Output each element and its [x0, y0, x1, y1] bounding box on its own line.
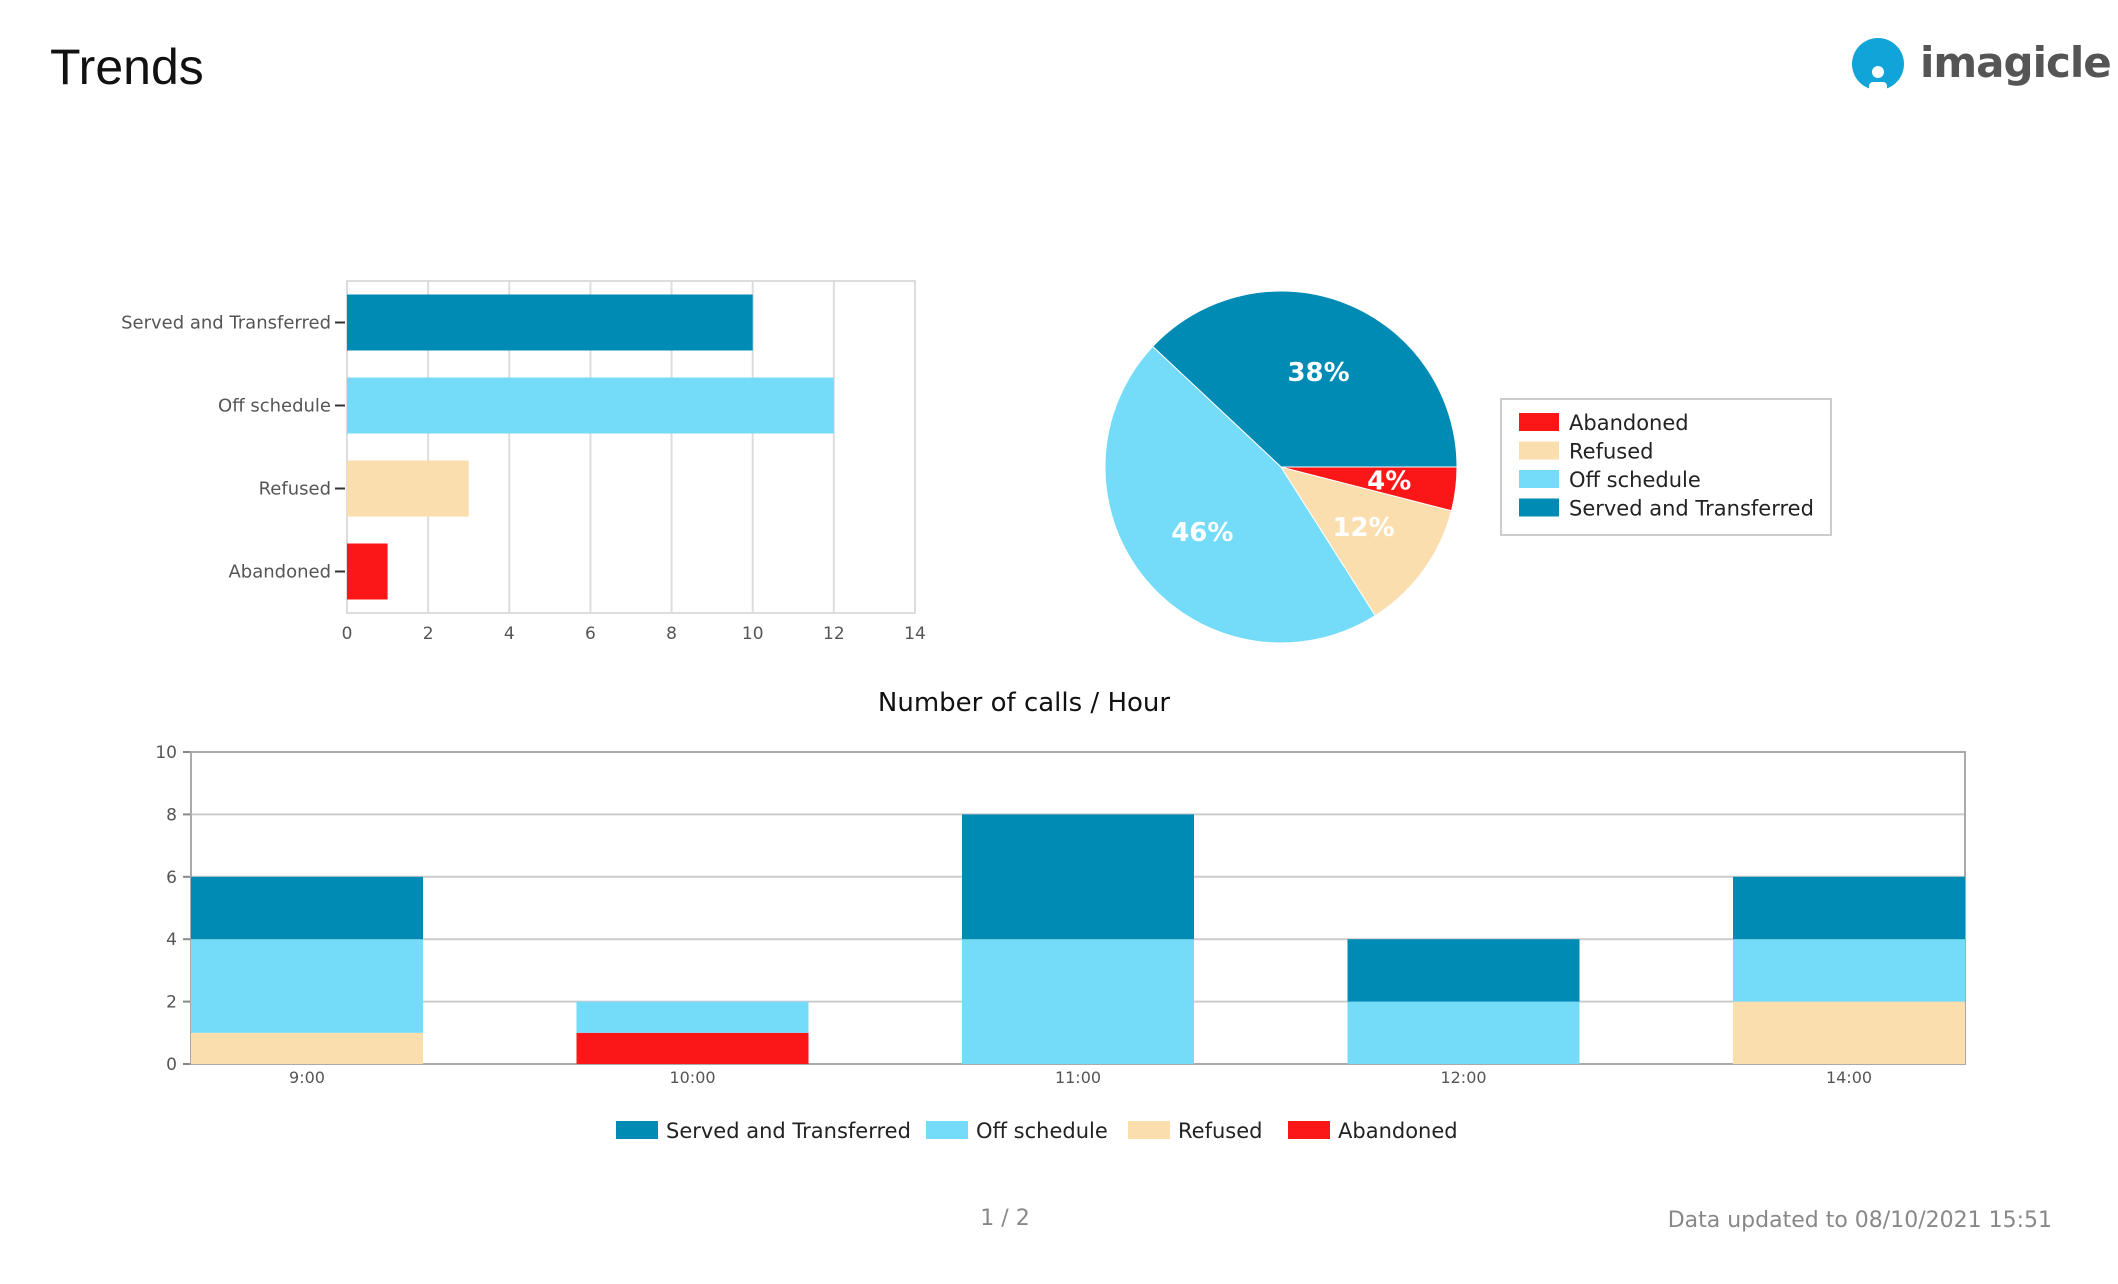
x-tick-label: 11:00 — [1055, 1068, 1101, 1087]
bar-segment-off-schedule — [576, 1001, 809, 1033]
bar-segment-off-schedule — [1347, 1001, 1580, 1064]
x-tick-label: 2 — [423, 624, 434, 644]
legend-label: Abandoned — [1569, 411, 1689, 435]
pie-label: 46% — [1171, 518, 1233, 548]
bar-segment-served-and-transferred — [191, 876, 423, 940]
legend-label: Off schedule — [976, 1119, 1108, 1143]
x-tick-label: 10 — [742, 624, 764, 644]
x-tick-label: 10:00 — [669, 1068, 715, 1087]
legend-swatch — [1519, 413, 1559, 431]
x-tick-label: 12:00 — [1440, 1068, 1486, 1087]
x-tick-label: 12 — [823, 624, 845, 644]
bar-segment-off-schedule — [962, 939, 1194, 1064]
logo-person-icon — [1852, 38, 1904, 92]
y-tick-label: Off schedule — [218, 396, 331, 417]
page-indicator: 1 / 2 — [980, 1206, 1030, 1231]
logo-text: imagicle — [1920, 38, 2112, 87]
legend-swatch — [1519, 470, 1559, 488]
pie-slice-served-and-transferred — [1151, 290, 1458, 468]
bar-segment-abandoned — [576, 1032, 809, 1064]
bar-segment-off-schedule — [1733, 939, 1965, 1002]
y-tick-label: Refused — [259, 479, 331, 500]
legend-label: Served and Transferred — [1569, 497, 1814, 521]
y-tick-label: 6 — [166, 868, 177, 888]
y-tick-label: 10 — [155, 743, 177, 763]
stacked-bar-chart: Number of calls / Hour 0 2 4 6 8 10 9:00 10:00 11… — [155, 688, 1966, 1143]
legend-swatch — [1128, 1121, 1170, 1139]
legend-swatch — [1519, 441, 1559, 460]
data-updated-text: Data updated to 08/10/2021 15:51 — [1667, 1208, 2052, 1233]
legend-label: Abandoned — [1338, 1119, 1458, 1143]
x-tick-label: 4 — [504, 624, 515, 644]
y-tick-label: 8 — [166, 805, 177, 825]
bar-segment-served-and-transferred — [962, 814, 1194, 940]
pie-slice-abandoned — [1280, 466, 1458, 512]
x-tick-label: 0 — [342, 624, 353, 644]
bar-refused — [347, 460, 469, 517]
legend-swatch — [616, 1121, 658, 1139]
x-tick-label: 9:00 — [289, 1068, 325, 1087]
bar-served-and-transferred — [347, 294, 753, 351]
x-tick-label: 8 — [666, 624, 677, 644]
y-tick-label: 0 — [166, 1055, 177, 1075]
legend-swatch — [1288, 1121, 1330, 1139]
legend-label: Off schedule — [1569, 468, 1701, 492]
y-tick-label: Abandoned — [228, 562, 331, 583]
bar-segment-refused — [191, 1032, 423, 1064]
horizontal-bar-chart: 0 2 4 6 8 10 12 14 Served and Transferred Off sch… — [121, 280, 926, 644]
legend-swatch — [926, 1121, 968, 1139]
page-title: Trends — [50, 39, 204, 95]
y-tick-label: 2 — [166, 993, 177, 1013]
pie-label: 12% — [1332, 513, 1394, 543]
pie-chart: 38% 46% 12% 4% Abandoned Refused Off schedule S… — [1104, 290, 1832, 644]
legend-label: Refused — [1178, 1119, 1262, 1143]
pie-slice-refused — [1279, 466, 1453, 617]
y-tick-label: Served and Transferred — [121, 313, 331, 334]
y-tick-label: 4 — [166, 930, 177, 950]
bar-off-schedule — [347, 377, 834, 434]
bar-segment-served-and-transferred — [1733, 876, 1965, 940]
legend-swatch — [1519, 498, 1559, 517]
x-tick-label: 14 — [904, 624, 926, 644]
x-tick-label: 6 — [585, 624, 596, 644]
legend-label: Refused — [1569, 440, 1653, 464]
chart-title: Number of calls / Hour — [878, 688, 1170, 718]
pie-slice-off-schedule — [1104, 345, 1376, 644]
bar-segment-off-schedule — [191, 939, 423, 1033]
x-tick-label: 14:00 — [1826, 1068, 1872, 1087]
legend-label: Served and Transferred — [666, 1119, 911, 1143]
pie-label: 4% — [1367, 467, 1411, 497]
pie-label: 38% — [1287, 358, 1349, 388]
bar-segment-refused — [1733, 1001, 1965, 1064]
imagicle-logo: imagicle — [1850, 36, 2112, 96]
bar-segment-served-and-transferred — [1347, 939, 1580, 1002]
bar-abandoned — [347, 543, 388, 600]
